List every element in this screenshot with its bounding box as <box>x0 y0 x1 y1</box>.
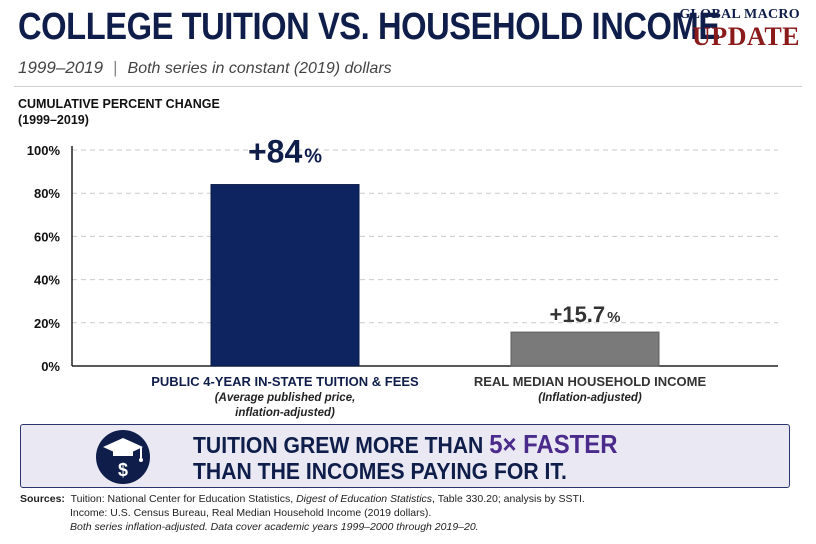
callout-highlight: 5× FASTER <box>489 429 618 459</box>
sources-line2: Income: U.S. Census Bureau, Real Median … <box>70 507 432 519</box>
category-name-income: REAL MEDIAN HOUSEHOLD INCOME <box>473 374 707 389</box>
y-axis-label: CUMULATIVE PERCENT CHANGE <box>18 97 220 111</box>
sources-label: Sources: <box>20 493 65 505</box>
y-tick-label: 80% <box>34 186 60 201</box>
sources-line1-italic: Digest of Education Statistics <box>296 493 433 505</box>
brand-top: GLOBAL MACRO <box>679 7 800 22</box>
bar-income <box>510 331 660 367</box>
category-note-income: (Inflation-adjusted) <box>538 392 642 404</box>
sources-note: Sources: Tuition: National Center for Ed… <box>20 492 585 534</box>
subtitle-description: Both series in constant (2019) dollars <box>127 60 392 77</box>
brand-logo: GLOBAL MACRO UPDATE <box>679 8 800 50</box>
bar-tuition <box>210 184 360 367</box>
subtitle-years: 1999–2019 <box>18 58 104 77</box>
y-tick-label: 60% <box>34 229 60 244</box>
subtitle: 1999–2019 | Both series in constant (2019)… <box>18 58 392 78</box>
sources-line1-a: Tuition: National Center for Education S… <box>70 493 297 505</box>
y-tick-label: 20% <box>34 316 60 331</box>
brand-bottom: UPDATE <box>692 22 800 51</box>
y-tick-label: 100% <box>27 143 61 158</box>
bar-tuition-value-label: +84% <box>248 134 322 170</box>
callout-text: TUITION GREW MORE THAN 5× FASTER THAN TH… <box>193 431 618 484</box>
category-label-tuition: PUBLIC 4-YEAR IN-STATE TUITION & FEES (A… <box>130 374 440 421</box>
callout-line1-prefix: TUITION GREW MORE THAN <box>193 432 490 458</box>
svg-text:$: $ <box>118 460 128 480</box>
y-axis-title: CUMULATIVE PERCENT CHANGE (1999–2019) <box>18 96 220 128</box>
bar-chart: 0% 20% 40% 60% 80% 100% +84 % +15.7% <box>27 134 778 374</box>
callout-banner: $ TUITION GREW MORE THAN 5× FASTER THAN … <box>20 424 790 488</box>
y-tick-label: 40% <box>34 273 60 288</box>
sources-line3: Both series inflation-adjusted. Data cov… <box>70 521 479 533</box>
page-title: COLLEGE TUITION VS. HOUSEHOLD INCOME <box>18 6 720 48</box>
header-divider <box>14 86 802 87</box>
callout-line2: THAN THE INCOMES PAYING FOR IT. <box>193 458 567 484</box>
y-axis-label-sub: (1999–2019) <box>18 113 89 127</box>
category-label-income: REAL MEDIAN HOUSEHOLD INCOME (Inflation-… <box>440 374 740 406</box>
category-name-tuition: PUBLIC 4-YEAR IN-STATE TUITION & FEES <box>151 374 419 389</box>
bar-income-value-label: +15.7% <box>549 302 620 327</box>
subtitle-separator: | <box>113 58 118 77</box>
graduation-cap-dollar-icon: $ <box>96 430 150 484</box>
sources-line1-b: , Table 330.20; analysis by SSTI. <box>432 493 585 505</box>
category-note-tuition: (Average published price, inflation-adju… <box>214 392 356 419</box>
y-tick-label: 0% <box>41 359 60 374</box>
